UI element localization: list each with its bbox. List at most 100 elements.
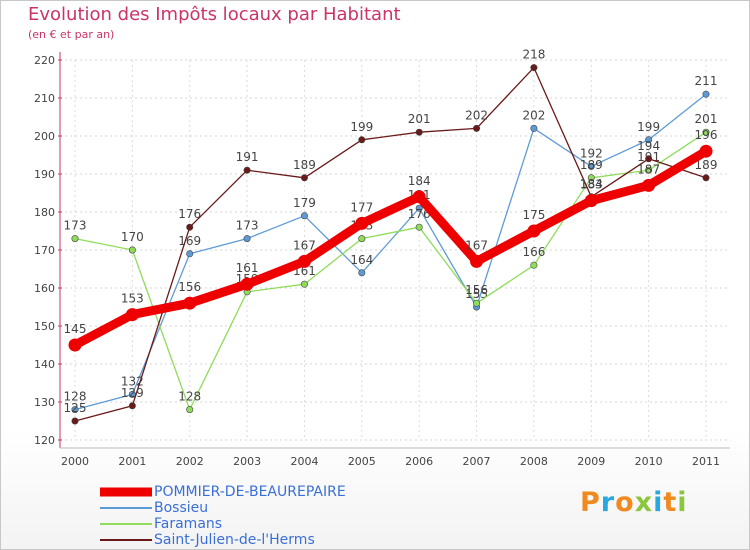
data-label-bossieu: 164 — [350, 253, 373, 267]
data-label-faramans: 128 — [178, 390, 201, 404]
data-point-pommier-de-beaurepaire — [699, 144, 713, 158]
y-tick-label: 220 — [34, 54, 55, 67]
y-tick-label: 120 — [34, 434, 55, 447]
logo-letter: P — [580, 487, 601, 518]
data-label-saint-julien-de-l-herms: 199 — [350, 120, 373, 134]
data-label-bossieu: 169 — [178, 234, 201, 248]
data-label-faramans: 173 — [64, 219, 87, 233]
data-label-bossieu: 155 — [465, 287, 488, 301]
data-point-pommier-de-beaurepaire — [183, 296, 197, 310]
data-point-saint-julien-de-l-herms — [128, 402, 136, 410]
data-point-faramans — [128, 246, 136, 254]
data-point-bossieu — [243, 235, 251, 243]
data-label-saint-julien-de-l-herms: 189 — [293, 158, 316, 172]
data-label-pommier-de-beaurepaire: 145 — [64, 322, 87, 336]
x-tick-label: 2005 — [348, 455, 376, 468]
y-tick-label: 130 — [34, 396, 55, 409]
data-point-pommier-de-beaurepaire — [125, 308, 139, 322]
y-tick-label: 160 — [34, 282, 55, 295]
data-label-saint-julien-de-l-herms: 176 — [178, 207, 201, 221]
legend-label: POMMIER-DE-BEAUREPAIRE — [154, 484, 346, 500]
data-point-faramans — [587, 174, 595, 182]
x-tick-label: 2000 — [61, 455, 89, 468]
data-point-faramans — [530, 261, 538, 269]
legend-label: Faramans — [154, 516, 223, 532]
legend-swatch — [100, 539, 152, 541]
data-point-faramans — [358, 235, 366, 243]
data-label-saint-julien-de-l-herms: 201 — [408, 112, 431, 126]
x-tick-label: 2004 — [290, 455, 318, 468]
data-label-faramans: 189 — [580, 158, 603, 172]
x-tick-label: 2008 — [520, 455, 548, 468]
data-label-saint-julien-de-l-herms: 218 — [522, 48, 545, 62]
y-tick-label: 210 — [34, 92, 55, 105]
data-point-bossieu — [530, 124, 538, 132]
data-label-faramans: 156 — [465, 283, 488, 297]
data-label-pommier-de-beaurepaire: 196 — [695, 128, 718, 142]
x-tick-label: 2002 — [176, 455, 204, 468]
data-label-saint-julien-de-l-herms: 202 — [465, 108, 488, 122]
data-point-bossieu — [587, 162, 595, 170]
x-tick-label: 2003 — [233, 455, 261, 468]
data-label-pommier-de-beaurepaire: 156 — [178, 280, 201, 294]
y-tick-label: 140 — [34, 358, 55, 371]
data-label-pommier-de-beaurepaire: 175 — [522, 208, 545, 222]
logo-letter: t — [663, 487, 678, 518]
legend-label: Saint-Julien-de-l'Herms — [154, 532, 315, 548]
y-tick-label: 150 — [34, 320, 55, 333]
data-label-bossieu: 199 — [637, 120, 660, 134]
data-point-faramans — [71, 235, 79, 243]
series-line-pommier-de-beaurepaire — [72, 147, 709, 349]
data-point-faramans — [645, 166, 653, 174]
legend-swatch — [100, 507, 152, 509]
data-point-pommier-de-beaurepaire — [412, 190, 426, 204]
data-point-saint-julien-de-l-herms — [243, 166, 251, 174]
data-label-faramans: 166 — [522, 245, 545, 259]
data-point-saint-julien-de-l-herms — [645, 155, 653, 163]
data-label-saint-julien-de-l-herms: 194 — [637, 139, 660, 153]
data-label-pommier-de-beaurepaire: 183 — [580, 178, 603, 192]
data-point-saint-julien-de-l-herms — [186, 223, 194, 231]
data-label-bossieu: 192 — [580, 146, 603, 160]
data-label-saint-julien-de-l-herms: 189 — [695, 158, 718, 172]
data-point-bossieu — [186, 250, 194, 258]
data-point-saint-julien-de-l-herms — [473, 124, 481, 132]
data-point-bossieu — [71, 406, 79, 414]
data-point-pommier-de-beaurepaire — [642, 178, 656, 192]
data-point-saint-julien-de-l-herms — [530, 64, 538, 72]
data-label-bossieu: 179 — [293, 196, 316, 210]
data-label-saint-julien-de-l-herms: 191 — [236, 150, 259, 164]
series-line-faramans — [74, 131, 707, 411]
data-label-pommier-de-beaurepaire: 167 — [293, 238, 316, 252]
logo-letter: i — [653, 487, 664, 518]
y-tick-label: 200 — [34, 130, 55, 143]
legend-label: Bossieu — [154, 500, 209, 516]
legend-swatch — [100, 487, 152, 497]
data-label-pommier-de-beaurepaire: 161 — [236, 261, 259, 275]
data-label-bossieu: 173 — [236, 219, 259, 233]
y-tick-label: 170 — [34, 244, 55, 257]
data-point-faramans — [473, 299, 481, 307]
data-point-bossieu — [702, 90, 710, 98]
data-label-bossieu: 132 — [121, 374, 144, 388]
data-label-pommier-de-beaurepaire: 177 — [350, 200, 373, 214]
data-point-pommier-de-beaurepaire — [527, 224, 541, 238]
y-tick-label: 180 — [34, 206, 55, 219]
data-label-faramans: 201 — [695, 112, 718, 126]
data-point-pommier-de-beaurepaire — [68, 338, 82, 352]
data-label-saint-julien-de-l-herms: 184 — [580, 177, 603, 191]
data-label-bossieu: 128 — [64, 390, 87, 404]
data-point-bossieu — [645, 136, 653, 144]
data-point-saint-julien-de-l-herms — [415, 128, 423, 136]
data-label-bossieu: 211 — [695, 74, 718, 88]
data-point-pommier-de-beaurepaire — [584, 194, 598, 208]
logo-letter: i — [677, 487, 688, 518]
x-tick-label: 2011 — [692, 455, 720, 468]
series-line-saint-julien-de-l-herms — [74, 66, 707, 422]
logo-letter: r — [600, 487, 616, 518]
x-tick-label: 2007 — [463, 455, 491, 468]
data-point-faramans — [702, 128, 710, 136]
logo-letter: o — [615, 487, 635, 518]
data-point-bossieu — [358, 269, 366, 277]
data-label-saint-julien-de-l-herms: 125 — [64, 401, 87, 415]
